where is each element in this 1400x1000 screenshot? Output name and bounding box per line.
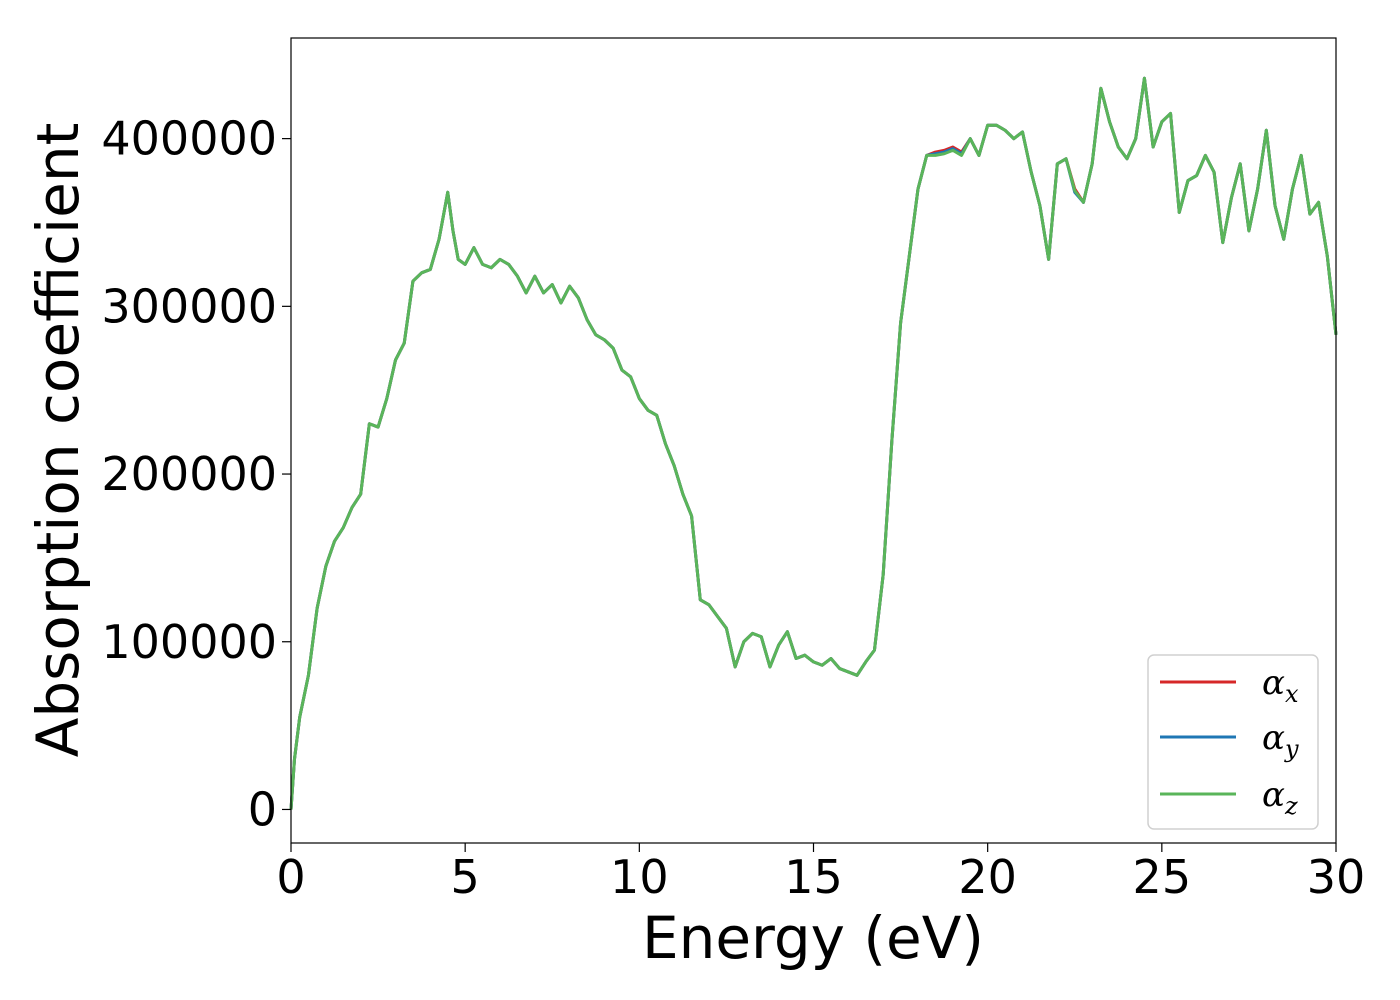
x-tick-label: 25 <box>1133 850 1192 904</box>
legend-label-ay: αy <box>1262 718 1299 763</box>
y-tick-label: 200000 <box>101 447 277 501</box>
y-axis-ticks: 0 100000 200000 300000 400000 <box>101 112 291 836</box>
x-axis-ticks: 0 5 10 15 20 25 30 <box>276 843 1365 904</box>
x-axis-label: Energy (eV) <box>642 904 984 972</box>
x-tick-label: 0 <box>276 850 305 904</box>
x-tick-label: 20 <box>958 850 1017 904</box>
legend-label-ax: αx <box>1262 663 1299 708</box>
y-tick-label: 0 <box>248 782 277 836</box>
y-tick-label: 300000 <box>101 279 277 333</box>
legend-box <box>1147 654 1319 830</box>
x-tick-label: 5 <box>451 850 480 904</box>
y-axis-label: Absorption coefficient <box>24 123 92 758</box>
y-tick-label: 400000 <box>101 112 277 166</box>
x-tick-label: 10 <box>610 850 669 904</box>
x-tick-label: 30 <box>1307 850 1366 904</box>
x-tick-label: 15 <box>784 850 843 904</box>
plot-lines <box>289 76 1338 810</box>
y-tick-label: 100000 <box>101 615 277 669</box>
series-line-3 <box>289 76 1338 810</box>
legend: αx αy αz <box>1147 654 1319 830</box>
